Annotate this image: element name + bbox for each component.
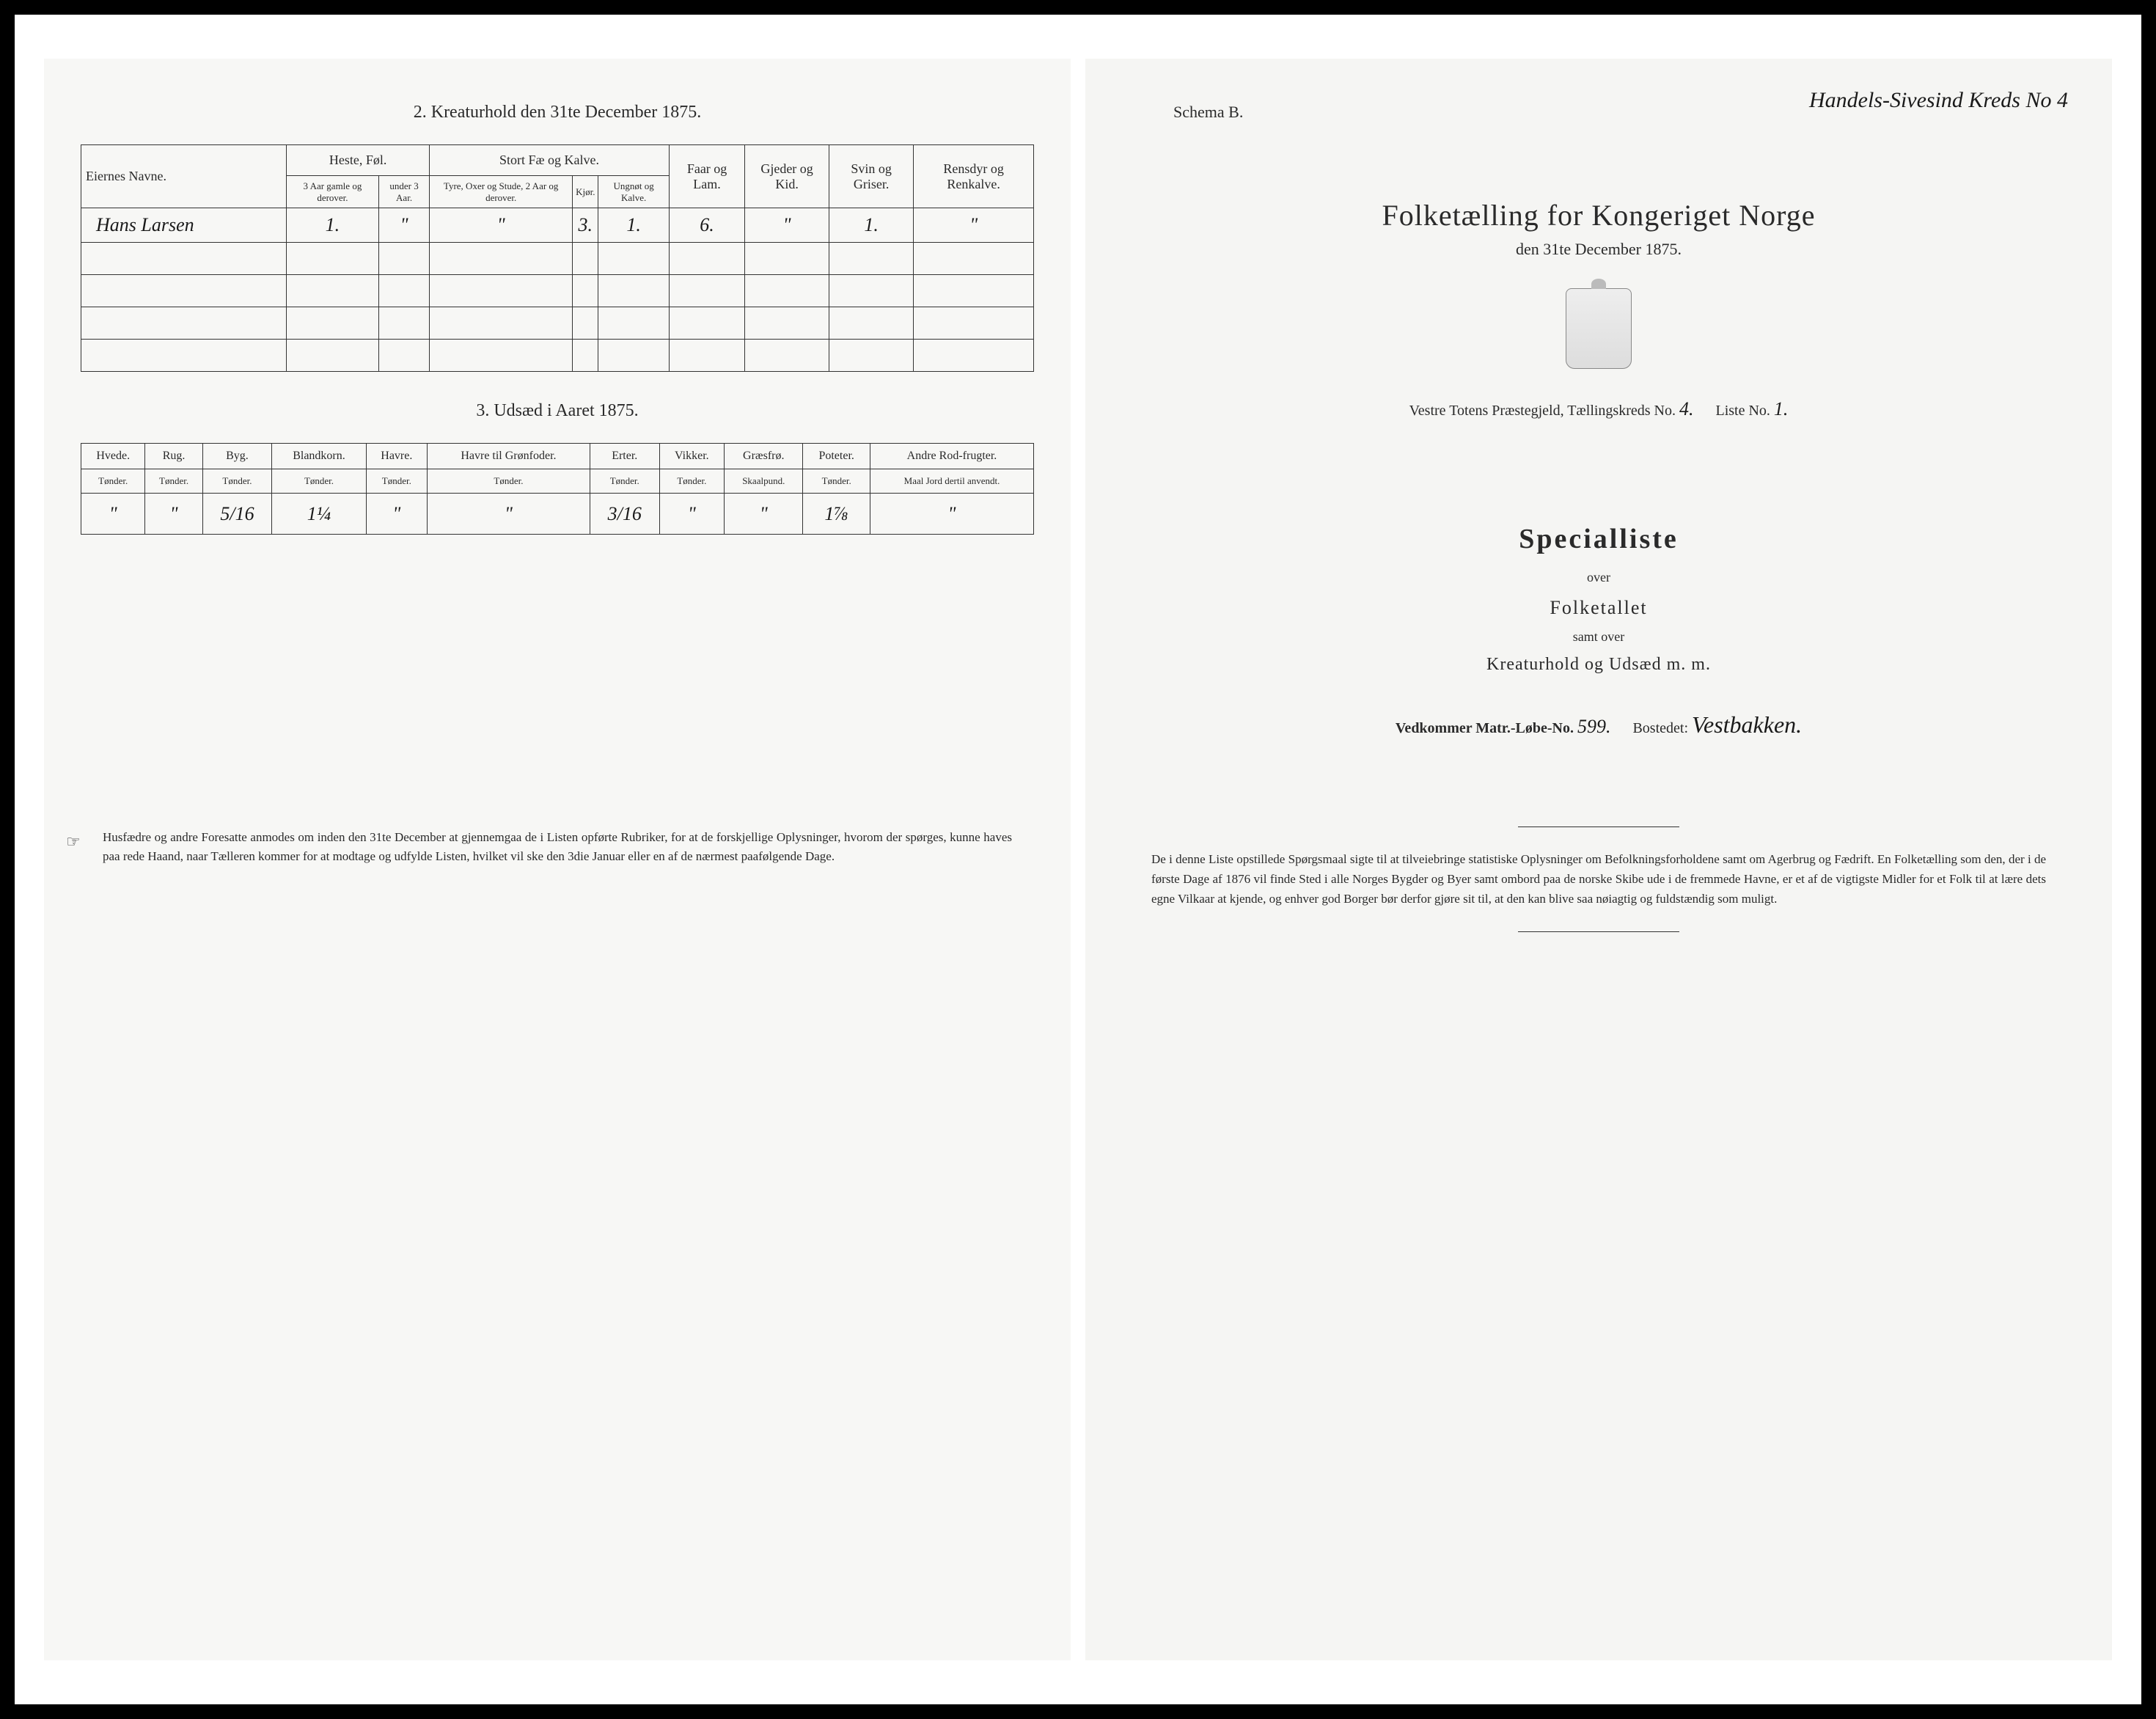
heste-group: Heste, Føl. (287, 145, 430, 176)
cell: " (427, 494, 590, 535)
table-row (81, 307, 1034, 340)
table-row: " " 5/16 1¼ " " 3/16 " " 1⅞ " (81, 494, 1034, 535)
specialliste-title: Specialliste (1122, 523, 2075, 555)
bosted-label: Bostedet: (1632, 720, 1692, 736)
footer-note: ☞ Husfædre og andre Foresatte anmodes om… (81, 828, 1034, 865)
rensdyr-header: Rensdyr og Renkalve. (914, 145, 1034, 208)
cell: " (745, 208, 829, 243)
sub: Tønder. (202, 469, 272, 494)
liste-label: Liste No. (1715, 403, 1773, 419)
hvede-h: Hvede. (81, 444, 145, 469)
vikker-h: Vikker. (659, 444, 725, 469)
havre-h: Havre. (366, 444, 427, 469)
tyre-oxer: Tyre, Oxer og Stude, 2 Aar og derover. (430, 176, 573, 208)
cell: " (914, 208, 1034, 243)
main-subtitle: den 31te December 1875. (1122, 240, 2075, 259)
andre-h: Andre Rod-frugter. (870, 444, 1034, 469)
owner-cell: Hans Larsen (81, 208, 287, 243)
sub: Tønder. (272, 469, 367, 494)
cell: 1. (287, 208, 379, 243)
rug-h: Rug. (145, 444, 202, 469)
cell: 1. (598, 208, 669, 243)
folketallet-label: Folketallet (1122, 597, 2075, 619)
cell: " (145, 494, 202, 535)
cell: " (81, 494, 145, 535)
table-row (81, 340, 1034, 372)
matr-no: 599. (1577, 716, 1611, 737)
stortfae-group: Stort Fæ og Kalve. (430, 145, 670, 176)
divider (1518, 931, 1679, 932)
sub: Tønder. (366, 469, 427, 494)
sub: Tønder. (590, 469, 659, 494)
table-row (81, 243, 1034, 275)
right-page: Schema B. Handels-Sivesind Kreds No 4 Fo… (1085, 59, 2112, 1660)
ungnot: Ungnøt og Kalve. (598, 176, 669, 208)
sub: Maal Jord dertil anvendt. (870, 469, 1034, 494)
cell: 1. (829, 208, 913, 243)
matr-label: Vedkommer Matr.-Løbe-No. (1396, 720, 1577, 736)
cell: 3/16 (590, 494, 659, 535)
over-label: over (1122, 570, 2075, 585)
sub: Tønder. (803, 469, 870, 494)
sub: Skaalpund. (725, 469, 803, 494)
cell: " (659, 494, 725, 535)
bosted-value: Vestbakken. (1692, 711, 1802, 738)
cell: " (378, 208, 429, 243)
cell: 1⅞ (803, 494, 870, 535)
heste-3plus: 3 Aar gamle og derover. (287, 176, 379, 208)
erter-h: Erter. (590, 444, 659, 469)
bottom-paragraph: De i denne Liste opstillede Spørgsmaal s… (1122, 849, 2075, 909)
gjeder-header: Gjeder og Kid. (745, 145, 829, 208)
cell: " (430, 208, 573, 243)
poteter-h: Poteter. (803, 444, 870, 469)
cell: 1¼ (272, 494, 367, 535)
cell: " (725, 494, 803, 535)
section3-title: 3. Udsæd i Aaret 1875. (81, 401, 1034, 421)
blandkorn-h: Blandkorn. (272, 444, 367, 469)
svin-header: Svin og Griser. (829, 145, 913, 208)
table-row (81, 275, 1034, 307)
right-content: Folketælling for Kongeriget Norge den 31… (1122, 88, 2075, 932)
sub: Tønder. (81, 469, 145, 494)
parish-line: Vestre Totens Præstegjeld, Tællingskreds… (1122, 398, 2075, 420)
left-page: 2. Kreaturhold den 31te December 1875. E… (44, 59, 1071, 1660)
parish-prefix: Vestre Totens (1409, 403, 1489, 419)
heste-under3: under 3 Aar. (378, 176, 429, 208)
footer-text: Husfædre og andre Foresatte anmodes om i… (103, 830, 1012, 863)
top-annotation: Handels-Sivesind Kreds No 4 (1809, 88, 2068, 113)
havregron-h: Havre til Grønfoder. (427, 444, 590, 469)
liste-no: 1. (1774, 398, 1789, 419)
kreds-no: 4. (1679, 398, 1694, 419)
sub: Tønder. (659, 469, 725, 494)
cell: " (366, 494, 427, 535)
byg-h: Byg. (202, 444, 272, 469)
main-title: Folketælling for Kongeriget Norge (1122, 198, 2075, 232)
table-row: Hans Larsen 1. " " 3. 1. 6. " 1. " (81, 208, 1034, 243)
sub: Tønder. (427, 469, 590, 494)
section2-title: 2. Kreaturhold den 31te December 1875. (81, 103, 1034, 122)
coat-of-arms-icon (1566, 288, 1632, 369)
kjor: Kjør. (573, 176, 598, 208)
divider (1518, 826, 1679, 827)
parish-label: Præstegjeld, Tællingskreds No. (1492, 403, 1679, 419)
faar-header: Faar og Lam. (669, 145, 744, 208)
pointing-hand-icon: ☞ (66, 829, 81, 854)
cell: 3. (573, 208, 598, 243)
cell: 5/16 (202, 494, 272, 535)
matr-line: Vedkommer Matr.-Løbe-No. 599. Bostedet: … (1122, 711, 2075, 738)
seed-table: Hvede. Rug. Byg. Blandkorn. Havre. Havre… (81, 443, 1034, 535)
kreaturhold-line: Kreaturhold og Udsæd m. m. (1122, 655, 2075, 675)
document-frame: 2. Kreaturhold den 31te December 1875. E… (15, 15, 2141, 1704)
livestock-table: Eiernes Navne. Heste, Føl. Stort Fæ og K… (81, 144, 1034, 372)
samt-over-label: samt over (1122, 629, 2075, 645)
schema-label: Schema B. (1173, 103, 1243, 122)
sub: Tønder. (145, 469, 202, 494)
cell: 6. (669, 208, 744, 243)
owner-header: Eiernes Navne. (81, 145, 287, 208)
graesfro-h: Græsfrø. (725, 444, 803, 469)
cell: " (870, 494, 1034, 535)
